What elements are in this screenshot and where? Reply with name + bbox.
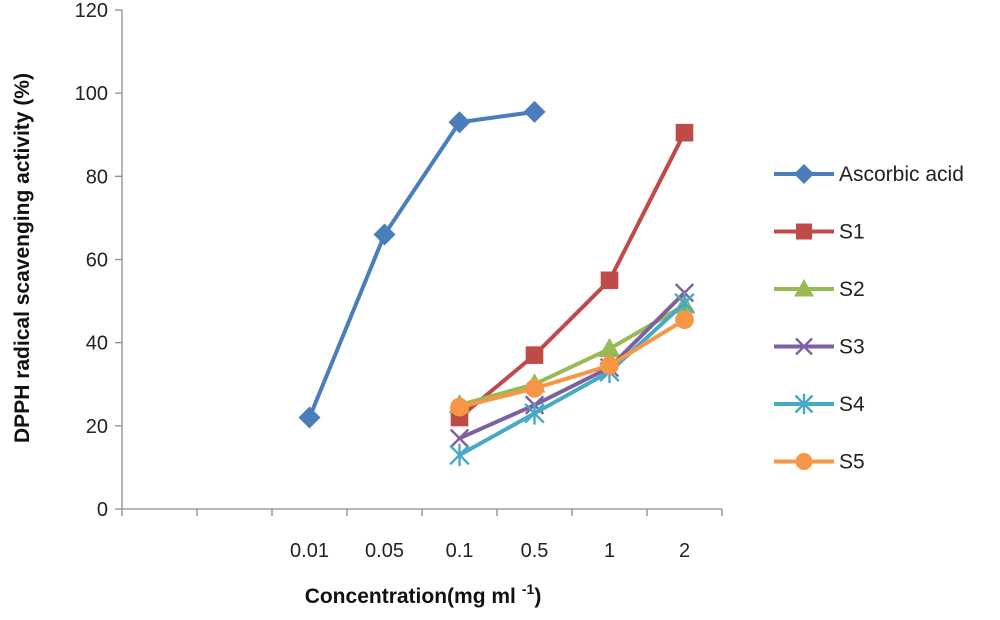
y-axis-title: DPPH radical scavenging activity (%) — [11, 73, 34, 443]
series-s5 — [450, 310, 694, 417]
series-line-s2 — [457, 303, 687, 408]
series-line-s1 — [457, 130, 687, 420]
legend: Ascorbic acid S1 S2 S3 S4 S5 — [774, 163, 964, 474]
series-s1 — [450, 123, 694, 427]
y-tick-label: 0 — [97, 499, 108, 521]
x-tick-label: 0.01 — [290, 540, 329, 562]
data-point — [448, 111, 471, 134]
x-tick-label: 0.5 — [521, 540, 549, 562]
data-point — [794, 279, 814, 297]
data-point — [523, 100, 546, 123]
data-point — [675, 310, 694, 330]
data-point — [794, 393, 814, 415]
x-tick-label: 2 — [679, 540, 690, 562]
series-line-s4 — [457, 301, 687, 457]
data-point — [600, 271, 619, 290]
y-tick-label: 80 — [86, 166, 108, 188]
data-point — [795, 453, 813, 470]
data-point — [675, 123, 694, 142]
plot-area — [298, 100, 696, 467]
y-tick-label: 20 — [86, 416, 108, 438]
data-point — [449, 428, 470, 448]
data-point — [525, 379, 544, 398]
x-tick-label: 0.1 — [446, 540, 474, 562]
x-axis-title-superscript: -1 — [522, 581, 535, 597]
data-point — [524, 402, 545, 425]
x-tick-label: 1 — [604, 540, 615, 562]
data-point — [450, 397, 469, 417]
data-point — [298, 406, 321, 429]
y-tick-label: 40 — [86, 333, 108, 355]
series-line-s5 — [457, 317, 687, 410]
data-point — [794, 164, 814, 184]
x-axis-title-main: Concentration(mg ml — [305, 585, 516, 608]
x-axis-title-suffix: ) — [534, 585, 541, 608]
series-line-s3 — [457, 290, 687, 441]
data-point — [796, 223, 812, 240]
legend-item-s2: S2 — [774, 278, 865, 301]
legend-label: S4 — [839, 393, 865, 416]
legend-item-s5: S5 — [774, 451, 865, 474]
legend-label: S1 — [839, 221, 865, 244]
legend-label: S3 — [839, 336, 865, 359]
legend-item-s3: S3 — [774, 336, 865, 359]
y-tick-label: 120 — [75, 0, 108, 22]
legend-label: Ascorbic acid — [839, 163, 964, 186]
series-line-ascorbic-acid — [307, 109, 537, 420]
legend-item-ascorbic-acid: Ascorbic acid — [774, 163, 964, 186]
legend-item-s4: S4 — [774, 393, 865, 416]
data-point — [600, 356, 619, 375]
legend-label: S5 — [839, 451, 865, 474]
y-tick-label: 100 — [75, 83, 108, 105]
series-ascorbic-acid — [298, 100, 546, 429]
data-point — [373, 223, 396, 246]
legend-item-s1: S1 — [774, 221, 865, 244]
data-point — [598, 337, 621, 358]
axes: 0 20 40 60 80 100 120 0.01 0.05 0.1 0.5 1 2 — [75, 0, 723, 562]
data-point — [449, 443, 470, 467]
y-tick-label: 60 — [86, 250, 108, 272]
data-point — [795, 337, 813, 356]
legend-label: S2 — [839, 278, 865, 301]
data-point — [525, 346, 544, 364]
x-tick-label: 0.05 — [365, 540, 404, 562]
x-axis-title: Concentration(mg ml -1) — [305, 581, 542, 608]
